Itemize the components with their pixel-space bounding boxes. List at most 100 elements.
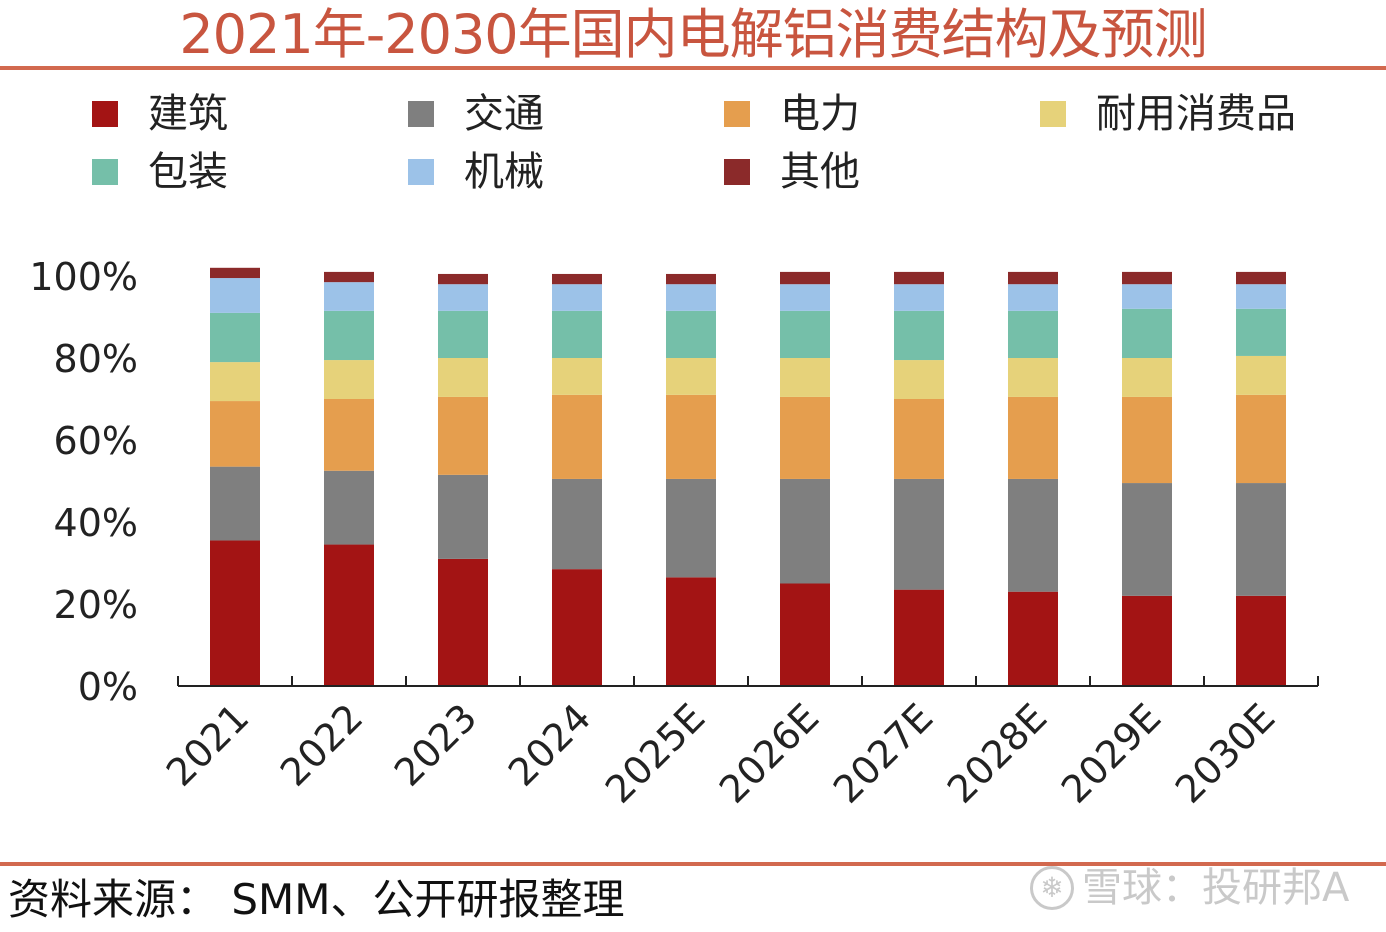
legend-item: 机械 xyxy=(408,146,544,198)
bar-segment xyxy=(324,310,374,361)
bar-segment xyxy=(552,284,602,311)
bar-segment xyxy=(894,271,944,285)
bar-segment xyxy=(1008,271,1058,285)
bar-segment xyxy=(894,284,944,311)
legend-swatch xyxy=(1040,101,1066,127)
y-tick-label: 80% xyxy=(54,337,138,381)
bar-segment xyxy=(1236,595,1286,686)
bar-segment xyxy=(552,478,602,570)
bar-segment xyxy=(780,583,830,686)
watermark: ❄ 雪球：投研邦A xyxy=(1030,862,1349,914)
bar-segment xyxy=(210,362,260,402)
bar-segment xyxy=(894,310,944,361)
bar-segment xyxy=(666,310,716,358)
footer-divider xyxy=(0,862,1386,866)
bar-segment xyxy=(324,544,374,686)
bar-segment xyxy=(552,569,602,686)
bar-segment xyxy=(1008,591,1058,686)
legend-swatch xyxy=(724,159,750,185)
y-tick-label: 100% xyxy=(29,255,138,299)
bar-segment xyxy=(1122,308,1172,358)
bar-segment xyxy=(1122,396,1172,484)
stacked-bar-chart: 0%20%40%60%80%100%2021 2022 2023 20242025E2… xyxy=(29,255,1319,812)
bar-segment xyxy=(1008,396,1058,479)
bar-segment xyxy=(210,267,260,279)
bar-segment xyxy=(324,399,374,471)
bar-segment xyxy=(552,394,602,479)
bar-segment xyxy=(1236,355,1286,395)
legend-swatch xyxy=(408,159,434,185)
bar-segment xyxy=(324,360,374,399)
bar-segment xyxy=(1236,271,1286,285)
bar-segment xyxy=(324,282,374,311)
bar-segment xyxy=(666,358,716,395)
bar-segment xyxy=(1122,284,1172,309)
y-tick-label: 0% xyxy=(78,665,138,709)
bar-segment xyxy=(666,273,716,285)
bar-segment xyxy=(438,558,488,686)
x-tick-label: 2021 xyxy=(158,695,258,795)
legend-swatch xyxy=(92,101,118,127)
bar-segment xyxy=(438,396,488,475)
bar-segment xyxy=(552,310,602,358)
x-tick-label: 2024 xyxy=(500,695,600,795)
bar-segment xyxy=(210,278,260,313)
legend-item: 建筑 xyxy=(92,88,228,140)
bar-segment xyxy=(894,360,944,399)
title-divider xyxy=(0,66,1386,70)
bar-segment xyxy=(894,399,944,479)
bar-segment xyxy=(780,271,830,285)
bar-segment xyxy=(438,284,488,311)
bar-segment xyxy=(1236,284,1286,309)
bar-segment xyxy=(1008,284,1058,311)
bar-segment xyxy=(1122,483,1172,596)
bar-segment xyxy=(438,310,488,358)
bar-segment xyxy=(324,470,374,545)
legend-item: 耐用消费品 xyxy=(1040,88,1296,140)
legend-label: 其他 xyxy=(780,149,860,195)
bar-segment xyxy=(552,273,602,285)
chart-legend: 建筑 交通 电力 耐用消费品 包装 机械 其他 xyxy=(0,88,1386,208)
bar-segment xyxy=(1008,478,1058,592)
legend-swatch xyxy=(724,101,750,127)
y-tick-label: 60% xyxy=(54,419,138,463)
bar-segment xyxy=(438,474,488,559)
legend-label: 交通 xyxy=(464,91,544,137)
bar-segment xyxy=(780,358,830,397)
x-tick-label: 2029E xyxy=(1053,695,1169,811)
bar-segment xyxy=(210,312,260,363)
bar-segment xyxy=(1008,310,1058,358)
legend-item: 其他 xyxy=(724,146,860,198)
x-tick-label: 2030E xyxy=(1167,695,1283,811)
legend-item: 交通 xyxy=(408,88,544,140)
bar-segment xyxy=(780,284,830,311)
legend-label: 耐用消费品 xyxy=(1096,91,1296,137)
x-tick-label: 2022 xyxy=(272,695,372,795)
x-tick-label: 2028E xyxy=(939,695,1055,811)
bar-segment xyxy=(210,466,260,541)
bar-segment xyxy=(210,540,260,686)
legend-swatch xyxy=(92,159,118,185)
bar-segment xyxy=(1008,358,1058,397)
y-tick-label: 40% xyxy=(54,501,138,545)
bar-segment xyxy=(666,478,716,578)
bar-segment xyxy=(1122,271,1172,285)
bar-segment xyxy=(666,577,716,686)
source-note: 资料来源： SMM、公开研报整理 xyxy=(8,875,625,924)
legend-label: 建筑 xyxy=(148,91,228,137)
bar-segment xyxy=(438,273,488,285)
snowball-logo-icon: ❄ xyxy=(1030,866,1074,910)
bar-segment xyxy=(1236,483,1286,596)
bar-segment xyxy=(1236,394,1286,484)
watermark-text: 雪球：投研邦A xyxy=(1082,865,1350,911)
chart-title: 2021年-2030年国内电解铝消费结构及预测 xyxy=(179,3,1207,66)
bar-segment xyxy=(894,478,944,590)
bar-segment xyxy=(780,478,830,584)
bar-segment xyxy=(1122,358,1172,397)
legend-label: 电力 xyxy=(780,91,860,137)
bar-segment xyxy=(1236,308,1286,356)
bar-segment xyxy=(552,358,602,395)
bar-segment xyxy=(780,396,830,479)
legend-swatch xyxy=(408,101,434,127)
x-tick-label: 2025E xyxy=(597,695,713,811)
